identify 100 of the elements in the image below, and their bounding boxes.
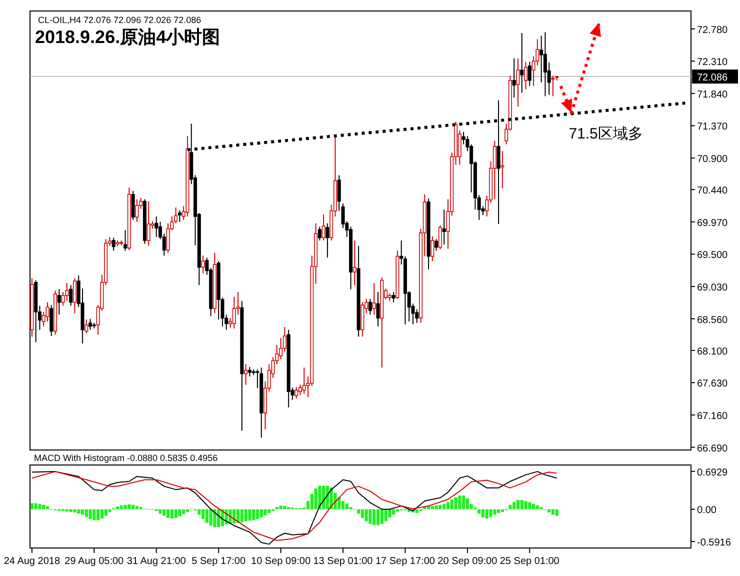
bar: [528, 502, 532, 510]
bar: [466, 498, 469, 510]
bar: [462, 496, 466, 510]
x-tick-label: 20 Sep 09:00: [438, 556, 498, 567]
y-tick-label: 72.780: [697, 24, 728, 36]
candlestick: [46, 302, 50, 322]
y-tick-label: -0.5916: [697, 538, 732, 549]
candlestick: [372, 282, 376, 316]
bar: [108, 509, 112, 512]
candlestick: [442, 209, 446, 246]
candlestick: [492, 140, 496, 200]
bar: [551, 509, 555, 515]
bar: [30, 503, 34, 510]
candlestick: [69, 284, 73, 306]
bar: [485, 509, 488, 519]
bar: [380, 509, 384, 524]
y-tick-label: 72.310: [697, 57, 728, 68]
bar: [186, 509, 190, 512]
x-tick-label: 17 Sep 17:00: [375, 556, 436, 567]
bar: [232, 509, 236, 524]
y-tick-label: 70.440: [697, 186, 728, 197]
bar: [388, 509, 392, 518]
text: 2018.9.26.原油4小时图: [35, 27, 220, 47]
bar: [158, 509, 162, 514]
x-tick-label: 25 Sep 01:00: [500, 556, 560, 567]
y-tick-label: 70.900: [697, 154, 728, 166]
text: CL-OIL,H4 72.076 72.096 72.026 72.086: [38, 15, 202, 25]
bar: [264, 509, 267, 516]
candlestick: [528, 61, 532, 86]
bar: [73, 509, 76, 513]
bar: [166, 509, 170, 518]
x-tick-label: 31 Aug 21:00: [126, 556, 186, 567]
bar: [198, 509, 201, 515]
y-tick-label: 69.970: [697, 218, 728, 229]
candlestick: [65, 282, 69, 302]
bar: [512, 502, 516, 510]
bar: [34, 503, 38, 510]
candlestick: [322, 214, 326, 241]
bar: [524, 501, 528, 510]
bar: [415, 509, 418, 514]
candlestick: [154, 216, 158, 238]
bar: [392, 509, 396, 515]
candlestick: [318, 226, 322, 241]
candlestick: [551, 75, 555, 97]
x-tick-label: 5 Sep 17:00: [192, 556, 246, 567]
candlestick: [248, 366, 252, 377]
y-tick-label: 69.030: [697, 282, 728, 294]
bar: [496, 509, 500, 514]
candlestick: [512, 58, 516, 98]
bar: [360, 509, 364, 518]
y-tick-label: 71.840: [697, 89, 728, 100]
candlestick: [543, 32, 547, 97]
candlestick: [135, 198, 139, 222]
bar: [520, 500, 524, 510]
candlestick: [524, 61, 528, 90]
candlestick: [84, 318, 88, 334]
x-tick-label: 10 Sep 09:00: [251, 556, 311, 567]
candlestick: [438, 224, 442, 250]
candlestick: [112, 237, 116, 252]
candlestick: [178, 210, 182, 222]
candlestick: [500, 150, 504, 189]
bar: [500, 509, 504, 512]
bar: [372, 509, 376, 526]
bar: [481, 509, 485, 518]
bar: [124, 504, 127, 510]
bar: [209, 509, 212, 526]
bar: [96, 509, 100, 520]
bar: [182, 509, 186, 514]
bar: [213, 509, 216, 528]
bar: [508, 504, 512, 510]
candlestick: [368, 298, 372, 316]
candlestick: [326, 222, 330, 258]
bar: [357, 509, 360, 514]
y-tick-label: 68.560: [697, 314, 728, 326]
candlestick: [124, 230, 128, 252]
candlestick: [72, 278, 76, 314]
candlestick: [232, 296, 236, 329]
candlestick: [430, 236, 434, 262]
candlestick: [201, 255, 205, 274]
bar: [77, 509, 80, 514]
bar: [100, 509, 104, 519]
candlestick: [244, 364, 248, 386]
bar: [478, 509, 481, 514]
candlestick: [352, 240, 356, 286]
candlestick: [57, 288, 61, 316]
y-tick-label: 67.160: [697, 410, 728, 422]
bar: [260, 509, 263, 518]
bar: [279, 505, 282, 510]
bar: [38, 504, 42, 510]
y-tick-label: 67.630: [697, 378, 728, 390]
bar: [178, 509, 182, 516]
candlestick: [516, 58, 520, 107]
bar: [244, 509, 248, 522]
bar: [84, 509, 88, 517]
bar: [80, 509, 84, 515]
x-tick-label: 13 Sep 01:00: [313, 556, 374, 567]
bar: [555, 509, 558, 516]
candlestick: [376, 291, 380, 327]
bar: [489, 509, 492, 517]
annotation: 71.5区域多: [568, 125, 643, 142]
